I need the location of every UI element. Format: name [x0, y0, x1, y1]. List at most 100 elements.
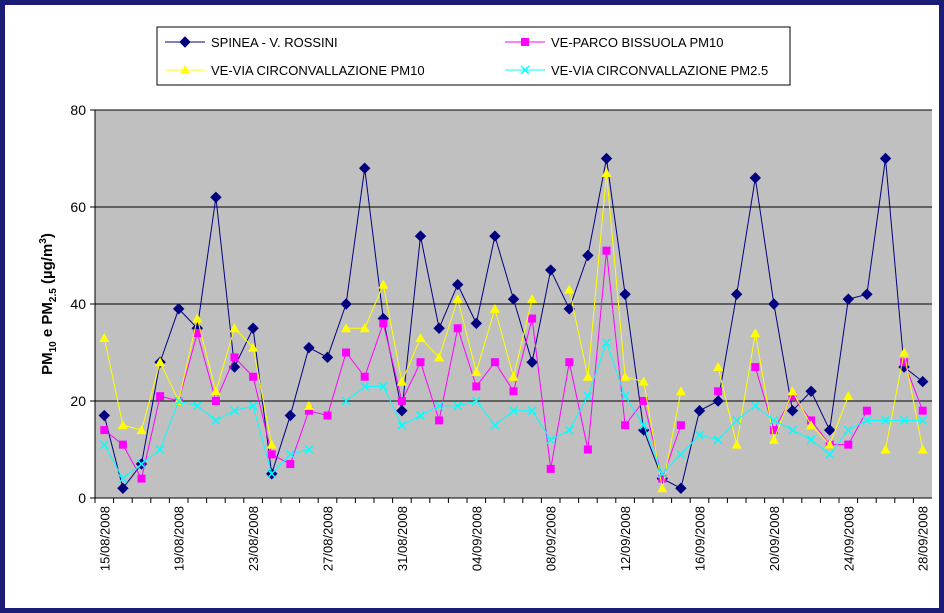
data-point: [358, 162, 371, 174]
data-point: [600, 152, 613, 165]
data-point: [118, 474, 128, 484]
data-point: [713, 362, 724, 372]
y-tick-label: 0: [78, 490, 86, 506]
data-point: [248, 401, 258, 411]
data-point: [470, 317, 483, 330]
data-point: [100, 426, 109, 435]
data-point: [210, 191, 222, 204]
data-point: [676, 449, 686, 459]
y-label-part: PM: [39, 352, 56, 375]
data-point: [99, 440, 109, 450]
data-point: [434, 401, 444, 411]
data-point: [620, 371, 631, 381]
data-point: [229, 406, 240, 416]
legend-marker: [520, 65, 530, 75]
data-point: [861, 288, 873, 301]
y-tick-label: 40: [70, 296, 86, 312]
data-point: [844, 440, 853, 449]
data-point: [657, 483, 668, 493]
data-point: [786, 404, 799, 417]
data-point: [620, 391, 630, 401]
data-point: [284, 409, 297, 422]
data-point: [192, 401, 202, 411]
data-point: [211, 397, 220, 405]
data-point: [304, 406, 313, 415]
data-point: [749, 172, 762, 184]
data-point: [397, 420, 407, 430]
data-point: [489, 303, 500, 313]
y-label-part: ): [39, 233, 56, 238]
x-tick-label: 27/08/2008: [321, 506, 336, 571]
data-point: [527, 294, 538, 304]
data-point: [528, 314, 537, 323]
data-point: [156, 392, 165, 401]
y-label-part: (µg/m: [39, 244, 56, 288]
data-point: [730, 288, 743, 301]
data-point: [787, 386, 798, 396]
data-point: [769, 426, 778, 435]
data-point: [192, 313, 203, 323]
y-label-part: 10: [48, 341, 59, 353]
data-point: [155, 357, 166, 367]
data-point: [285, 449, 295, 459]
data-point: [414, 230, 427, 242]
data-point: [583, 445, 592, 454]
data-point: [824, 439, 835, 449]
data-point: [452, 294, 463, 304]
data-point: [527, 406, 537, 416]
data-point: [396, 376, 407, 386]
x-tick-label: 20/09/2008: [767, 506, 782, 571]
y-label-part: 3: [38, 238, 49, 244]
data-point: [303, 341, 315, 354]
legend-label: VE-VIA CIRCONVALLAZIONE PM10: [211, 63, 425, 78]
y-tick-label: 20: [70, 393, 86, 409]
data-point: [639, 420, 649, 430]
data-point: [825, 449, 835, 459]
data-point: [564, 425, 574, 435]
data-point: [360, 381, 370, 391]
data-point: [210, 386, 221, 396]
data-point: [323, 411, 332, 420]
data-point: [172, 303, 185, 315]
data-point: [211, 415, 221, 425]
data-point: [899, 347, 910, 357]
y-tick-label: 60: [70, 199, 86, 215]
legend-marker: [179, 36, 191, 48]
data-point: [378, 279, 389, 289]
data-point: [508, 371, 519, 381]
data-point: [99, 332, 110, 342]
legend-box: [156, 26, 791, 86]
y-label-part: e PM: [39, 302, 56, 341]
x-tick-label: 04/09/2008: [469, 506, 484, 571]
data-point: [489, 230, 501, 242]
data-point: [98, 409, 111, 422]
data-point: [433, 322, 445, 334]
data-point: [267, 469, 277, 479]
x-tick-label: 28/09/2008: [916, 506, 931, 571]
data-point: [471, 366, 482, 376]
data-point: [658, 474, 667, 483]
data-point: [879, 152, 892, 165]
data-point: [155, 444, 165, 455]
data-point: [117, 420, 128, 430]
data-point: [137, 474, 146, 483]
data-point: [508, 406, 519, 416]
data-point: [862, 406, 871, 415]
data-point: [453, 324, 462, 333]
data-point: [360, 372, 369, 381]
data-point: [378, 381, 388, 391]
y-axis-label: PM10 e PM2.5 (µg/m3): [38, 233, 59, 375]
data-point: [619, 288, 631, 301]
data-point: [266, 439, 277, 449]
data-point: [174, 396, 184, 406]
data-point: [544, 264, 557, 276]
data-point: [916, 375, 929, 388]
data-point: [118, 440, 127, 449]
data-point: [862, 415, 872, 425]
data-point: [602, 246, 611, 255]
legend-label: SPINEA - V. ROSSINI: [211, 35, 338, 50]
data-point: [490, 358, 499, 367]
x-tick-label: 15/08/2008: [97, 506, 112, 571]
data-point: [359, 323, 370, 333]
